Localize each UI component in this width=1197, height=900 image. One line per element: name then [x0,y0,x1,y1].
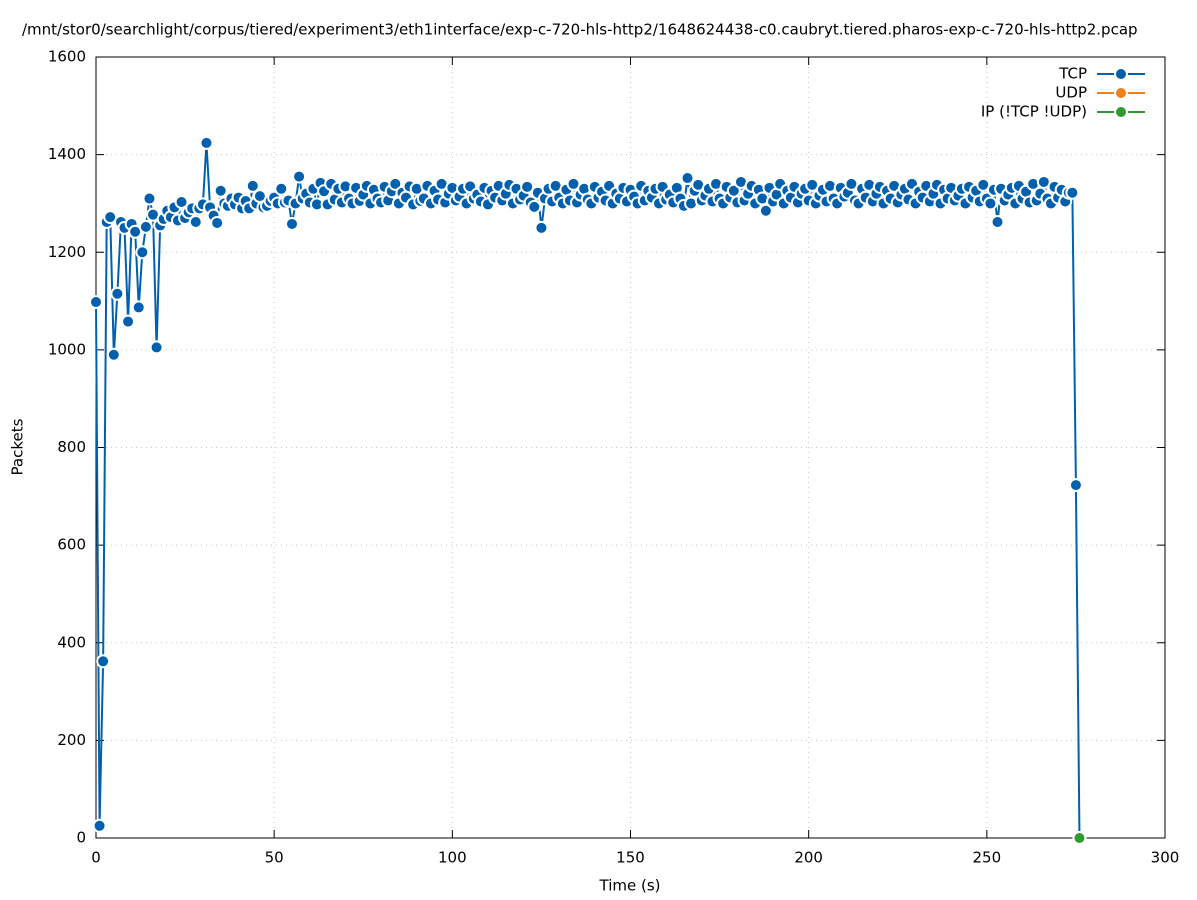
data-point [210,215,225,230]
data-point [92,818,107,833]
x-tick-label: 250 [973,849,1002,867]
data-point [990,214,1005,229]
data-point [142,191,157,206]
data-point [388,176,403,191]
data-point [1065,185,1080,200]
data-point [121,314,136,329]
y-axis-label: Packets [9,418,27,475]
data-point [174,194,189,209]
data-point [188,214,203,229]
x-axis-label: Time (s) [599,877,661,895]
x-tick-label: 200 [794,849,823,867]
y-tick-label: 200 [57,731,86,749]
data-point [520,179,535,194]
data-point [680,171,695,186]
y-tick-label: 1200 [48,243,86,261]
x-tick-label: 300 [1151,849,1180,867]
legend-label: IP (!TCP !UDP) [981,103,1087,121]
data-point [110,286,125,301]
y-tick-label: 600 [57,536,86,554]
y-tick-label: 800 [57,438,86,456]
data-point [1072,831,1087,845]
legend-marker [1114,86,1128,100]
data-point [274,181,289,196]
y-tick-label: 400 [57,633,86,651]
y-tick-label: 1600 [48,48,86,66]
data-point [292,169,307,184]
data-point [534,220,549,235]
data-point [245,178,260,193]
y-tick-label: 1000 [48,340,86,358]
legend-label: UDP [1055,84,1087,102]
data-point [149,340,164,355]
legend-marker [1114,67,1128,81]
x-tick-label: 150 [616,849,645,867]
data-point [138,219,153,234]
data-point [213,183,228,198]
data-point [96,654,111,669]
legend-label: TCP [1058,65,1087,83]
x-tick-label: 50 [265,849,284,867]
data-point [1068,478,1083,493]
data-point [527,199,542,214]
x-tick-label: 0 [91,849,101,867]
data-point [983,196,998,211]
y-tick-label: 0 [76,829,86,847]
data-point [758,203,773,218]
data-point [284,216,299,231]
x-tick-label: 100 [438,849,467,867]
series-line [95,142,1081,839]
data-point [135,245,150,260]
data-point [199,135,214,150]
data-point [106,347,121,362]
legend-marker [1114,105,1128,119]
data-point [89,295,103,310]
chart-title: /mnt/stor0/searchlight/corpus/tiered/exp… [22,21,1138,39]
data-point [131,300,146,315]
y-tick-label: 1400 [48,145,86,163]
